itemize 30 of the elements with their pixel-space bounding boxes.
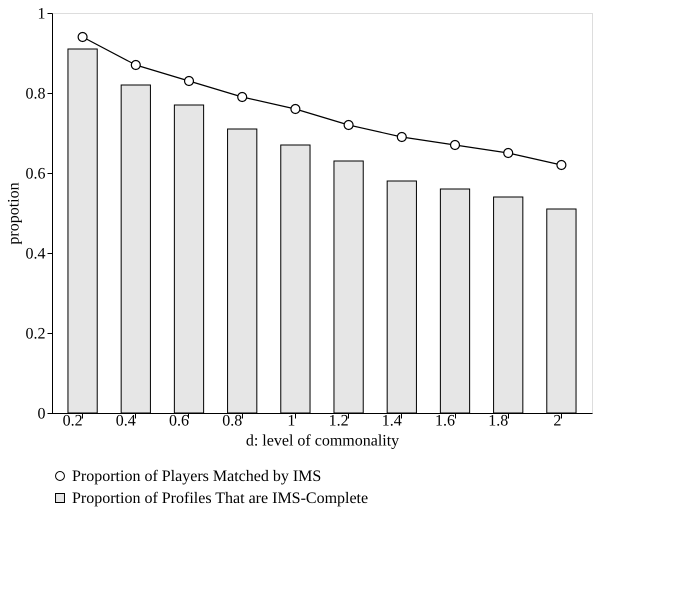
- x-tick-label: 2: [553, 412, 562, 430]
- x-tick-label: 1.8: [488, 412, 508, 430]
- x-tick-label: 1.4: [382, 412, 402, 430]
- x-tick-label: 1: [287, 412, 296, 430]
- point: [396, 132, 407, 142]
- x-tick-label: 0.8: [222, 412, 242, 430]
- point: [78, 32, 88, 42]
- point: [450, 140, 460, 150]
- x-axis-title: d: level of commonality: [246, 432, 400, 450]
- x-tick-label: 0.4: [116, 412, 136, 430]
- point: [184, 76, 194, 86]
- point: [237, 92, 248, 102]
- y-tick-label: 0.4: [26, 246, 46, 262]
- point: [290, 104, 300, 114]
- x-tick-label: 0.2: [62, 412, 83, 430]
- x-tick-label: 1.6: [435, 412, 456, 430]
- y-tick-label: 0.8: [26, 86, 46, 102]
- x-tick-label: 1.2: [328, 412, 349, 430]
- y-tick-label: 0: [38, 406, 46, 422]
- y-tick-label: 0.6: [26, 166, 46, 182]
- legend-label: Proportion of Players Matched by IMS: [72, 468, 322, 485]
- point: [556, 160, 566, 170]
- point: [503, 148, 514, 158]
- point: [130, 60, 141, 70]
- y-tick-label: 1: [38, 6, 46, 22]
- y-tick-label: 0.2: [26, 326, 46, 342]
- x-tick-label: 0.6: [168, 412, 189, 430]
- y-axis-title: propotion: [6, 182, 22, 245]
- point: [344, 120, 354, 130]
- legend-label: Proportion of Profiles That are IMS-Complete: [72, 490, 368, 507]
